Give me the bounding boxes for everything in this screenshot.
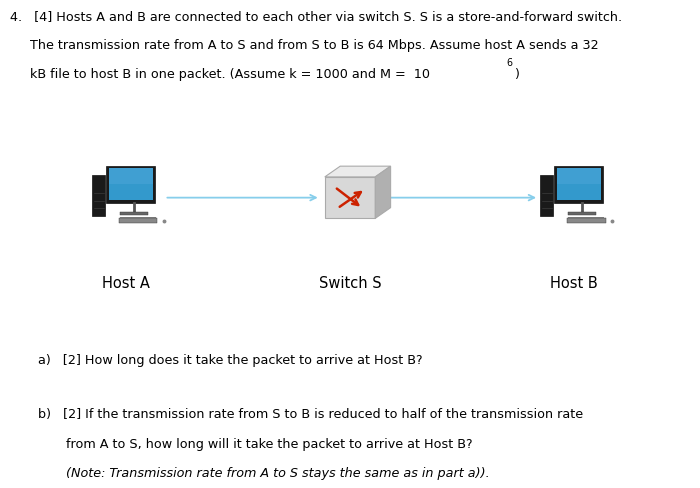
Text: Host B: Host B xyxy=(550,276,598,291)
Polygon shape xyxy=(325,166,391,177)
Bar xyxy=(567,218,606,223)
Bar xyxy=(119,218,158,223)
Bar xyxy=(109,168,153,184)
Text: 6: 6 xyxy=(507,58,513,67)
Bar xyxy=(554,166,603,203)
Bar xyxy=(557,168,601,184)
Bar xyxy=(109,168,153,200)
Text: 4.   [4] Hosts A and B are connected to each other via switch S. S is a store-an: 4. [4] Hosts A and B are connected to ea… xyxy=(10,10,622,23)
Bar xyxy=(92,175,105,216)
Text: Switch S: Switch S xyxy=(318,276,382,291)
Polygon shape xyxy=(375,166,391,219)
Text: b)   [2] If the transmission rate from S to B is reduced to half of the transmis: b) [2] If the transmission rate from S t… xyxy=(38,408,584,422)
Text: ): ) xyxy=(514,68,519,81)
Bar xyxy=(540,175,553,216)
Bar xyxy=(568,217,604,218)
Text: from A to S, how long will it take the packet to arrive at Host B?: from A to S, how long will it take the p… xyxy=(38,438,473,451)
Bar xyxy=(120,217,156,218)
Bar xyxy=(120,212,148,215)
Text: (Note: Transmission rate from A to S stays the same as in part a)).: (Note: Transmission rate from A to S sta… xyxy=(38,467,490,480)
Text: Host A: Host A xyxy=(102,276,150,291)
Text: The transmission rate from A to S and from S to B is 64 Mbps. Assume host A send: The transmission rate from A to S and fr… xyxy=(10,39,599,52)
Bar xyxy=(568,212,596,215)
Bar xyxy=(325,177,375,219)
Text: kB file to host B in one packet. (Assume k = 1000 and M =  10: kB file to host B in one packet. (Assume… xyxy=(10,68,430,81)
Bar xyxy=(557,168,601,200)
Text: a)   [2] How long does it take the packet to arrive at Host B?: a) [2] How long does it take the packet … xyxy=(38,354,423,367)
Bar xyxy=(106,166,155,203)
